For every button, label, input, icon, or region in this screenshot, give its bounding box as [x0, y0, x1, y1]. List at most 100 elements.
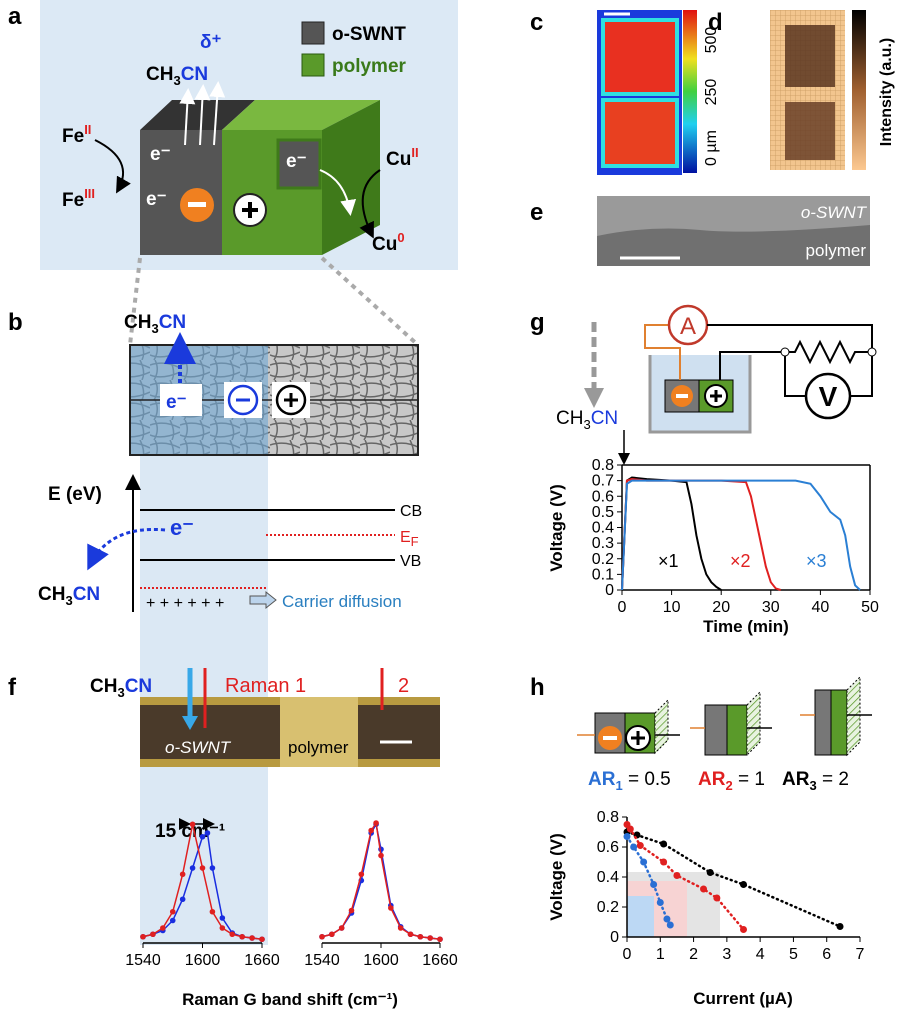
region-label: o-SWNT	[165, 738, 232, 757]
y-tick-label: 0	[605, 582, 614, 599]
x-tick-label: 40	[812, 599, 830, 616]
legend-label: o-SWNT	[332, 24, 406, 45]
x-tick-label: 3	[722, 946, 731, 963]
x-tick-label: 20	[712, 599, 730, 616]
data-point	[259, 936, 265, 943]
colorbar	[852, 10, 866, 170]
diffusion-arrow	[249, 590, 277, 610]
y-tick-label: 0.3	[592, 535, 614, 552]
data-line	[621, 478, 782, 591]
electron: e⁻	[286, 151, 307, 172]
series-label: ×1	[658, 551, 679, 571]
data-point	[663, 915, 671, 923]
layer-label: o-SWNT	[801, 203, 868, 222]
data-point	[660, 840, 668, 848]
data-point	[199, 833, 206, 840]
colorbar-label: 250	[703, 79, 720, 106]
minus-sign	[676, 394, 688, 398]
plus-sign	[242, 202, 258, 218]
polymer-part	[830, 689, 848, 756]
polymer-part	[726, 704, 748, 756]
raman-label: Raman 1	[225, 675, 306, 697]
data-point	[204, 830, 211, 836]
data-point	[209, 908, 216, 915]
y-tick-label: 0.6	[592, 488, 614, 505]
y-tick-label: 0.8	[592, 457, 614, 474]
x-tick-label: 10	[663, 599, 681, 616]
data-point	[623, 833, 631, 840]
plus-circle	[275, 384, 307, 416]
y-tick-label: 0.4	[597, 869, 619, 886]
minus-sign	[603, 736, 617, 740]
x-tick-label: 1600	[185, 952, 221, 969]
charge-row: + + + + + +	[146, 595, 224, 612]
data-point	[640, 858, 648, 866]
transfer-arrow	[87, 527, 166, 571]
y-tick-label: 0	[610, 929, 619, 946]
colorbar	[683, 10, 697, 173]
x-tick-label: 5	[789, 946, 798, 963]
panel-c: c 500 250 0 µm	[530, 9, 720, 175]
data-point	[407, 931, 414, 938]
panel-h: h AR1 = 0.5 AR2 = 1 AR3 = 2	[530, 674, 872, 937]
block-top	[140, 100, 255, 130]
axis-label: E (eV)	[48, 484, 102, 505]
data-point	[836, 923, 844, 930]
data-line	[621, 476, 722, 591]
panel-f: f CH3CN Raman 1 2 o-SWNT polymer 15 cm⁻¹	[8, 668, 440, 842]
electron-arrows	[179, 81, 226, 146]
molecule: CH3CN	[124, 312, 186, 336]
x-tick-label: 2	[689, 946, 698, 963]
x-axis-label: Current (µA)	[693, 989, 793, 1008]
swnt-layer	[597, 196, 870, 236]
ratio-label: AR3 = 2	[782, 769, 849, 793]
y-tick-label: 0.4	[592, 520, 614, 537]
data-line	[321, 820, 441, 940]
data-point	[666, 921, 674, 929]
ammeter-label: A	[680, 313, 696, 340]
panel-b: b CH3CN e⁻ E (eV) CB EF VB e⁻ CH3CN + + …	[8, 309, 422, 612]
x-tick-label: 1540	[304, 952, 340, 969]
molecule: CH3CN	[146, 64, 208, 88]
ion: CuII	[386, 145, 419, 170]
legend-label: polymer	[332, 56, 407, 77]
data-point	[427, 935, 433, 941]
ratio-label: AR1 = 0.5	[588, 769, 671, 793]
panel-d: d Intensity (a.u.)	[708, 9, 895, 170]
data-line	[625, 830, 842, 928]
data-point	[368, 827, 374, 834]
data-point	[378, 852, 384, 859]
voltmeter-label: V	[819, 381, 838, 412]
data-point	[388, 905, 394, 911]
colorbar-label: 500	[703, 27, 720, 54]
voltmeter	[804, 372, 852, 420]
x-tick-label: 0	[623, 946, 632, 963]
hatched-side	[654, 698, 669, 755]
legend-swatch	[301, 21, 325, 45]
power-area	[627, 896, 654, 937]
y-axis-label: Voltage (V)	[547, 484, 566, 572]
raman-label: 2	[398, 675, 409, 697]
y-tick-label: 0.1	[592, 566, 614, 583]
inner-cube	[276, 138, 322, 190]
data-point	[650, 881, 658, 888]
swnt-part	[814, 689, 832, 756]
x-tick-label: 30	[762, 599, 780, 616]
data-point	[239, 933, 245, 940]
data-point	[700, 885, 708, 893]
minus-sign	[188, 202, 206, 207]
plus-sign	[631, 731, 645, 745]
data-point	[150, 931, 156, 938]
y-axis-label: Voltage (V)	[547, 833, 566, 921]
map-region	[785, 25, 835, 87]
wire	[644, 324, 681, 380]
electron: e⁻	[146, 189, 167, 210]
data-point	[397, 925, 404, 931]
panel-g: g CH3CN A V	[530, 304, 877, 465]
block-top	[222, 100, 380, 130]
data-point	[179, 871, 186, 878]
series-label: ×2	[730, 551, 751, 571]
x-tick-label: 6	[822, 946, 831, 963]
ion: Cu0	[372, 230, 405, 255]
